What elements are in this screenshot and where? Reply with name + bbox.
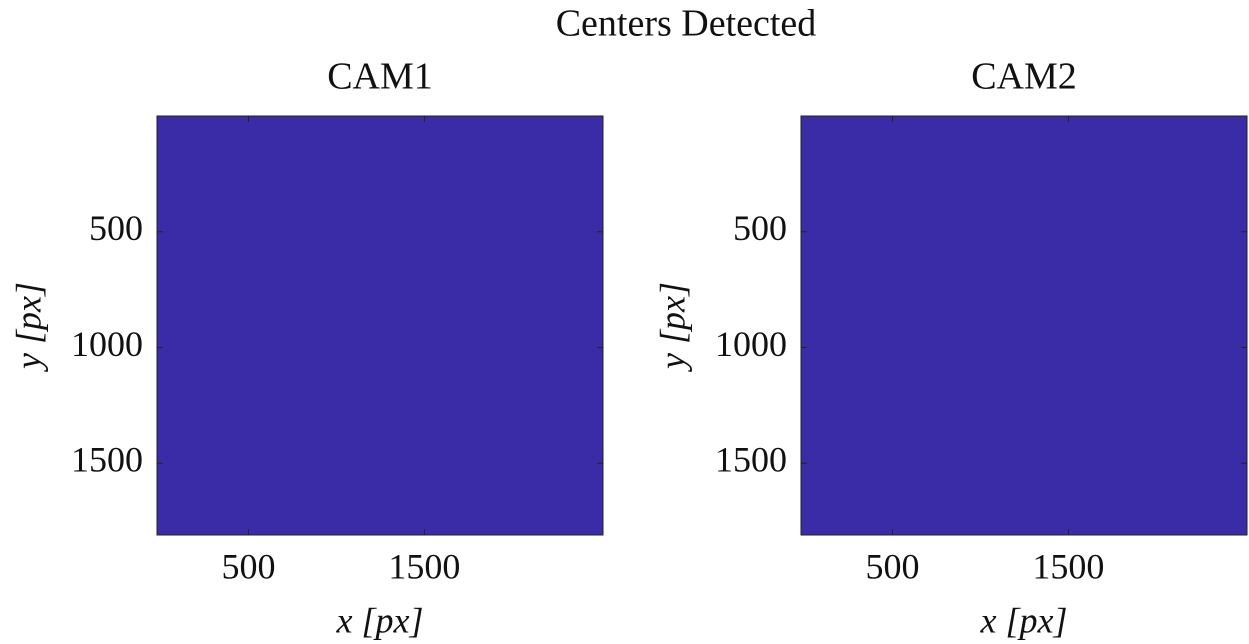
- axes-title: CAM2: [971, 56, 1077, 98]
- figure-title: Centers Detected: [556, 3, 817, 45]
- x-tick-label: 500: [221, 546, 275, 586]
- y-axis-label: y [px]: [652, 282, 692, 372]
- x-tick-label: 500: [865, 546, 919, 586]
- y-tick-label: 1000: [71, 324, 143, 364]
- y-tick-label: 1500: [715, 440, 787, 480]
- y-axis-label: y [px]: [8, 282, 48, 372]
- image-area: [157, 116, 603, 535]
- y-tick-label: 1500: [71, 440, 143, 480]
- image-area: [801, 116, 1247, 535]
- axes-title: CAM1: [327, 56, 433, 98]
- axes-frame: [156, 115, 604, 536]
- x-axis-label: x [px]: [336, 600, 424, 640]
- y-tick-label: 500: [733, 208, 787, 248]
- x-tick-label: 1500: [388, 546, 460, 586]
- x-axis-label: x [px]: [980, 600, 1068, 640]
- x-tick-label: 1500: [1032, 546, 1104, 586]
- y-tick-label: 500: [89, 208, 143, 248]
- y-tick-label: 1000: [715, 324, 787, 364]
- axes-frame: [800, 115, 1248, 536]
